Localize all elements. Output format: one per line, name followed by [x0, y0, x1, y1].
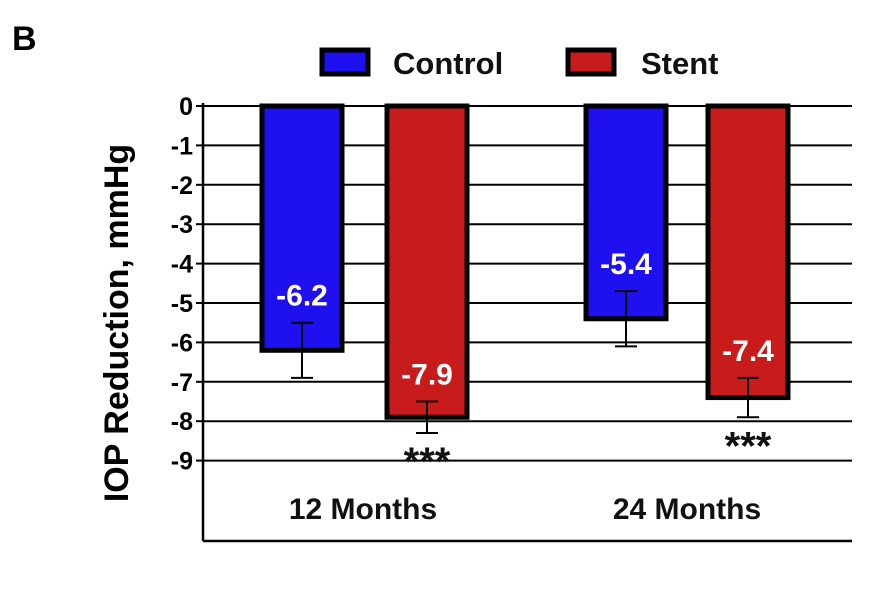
y-tick-label: -2: [171, 172, 193, 200]
significance-labels: *** ***: [404, 424, 772, 484]
y-axis-title: IOP Reduction, mmHg: [98, 144, 136, 502]
y-tick-label: -9: [171, 448, 193, 476]
panel-label: B: [12, 20, 37, 58]
bar-stent-1: [705, 103, 791, 401]
y-tick-label: -5: [171, 290, 193, 318]
category-label: 12 Months: [289, 493, 437, 526]
legend-swatch-control: [319, 47, 371, 77]
significance-marker: ***: [404, 440, 451, 484]
y-tick-label: -8: [171, 408, 193, 436]
bar-value-label: -7.4: [722, 335, 774, 368]
legend: Control Stent: [319, 46, 719, 81]
error-bars: [291, 290, 759, 435]
bar-control-0: [259, 103, 345, 353]
legend-label-stent: Stent: [641, 46, 719, 81]
legend-label-control: Control: [393, 46, 503, 81]
y-tick-label: -6: [171, 329, 193, 357]
category-labels: 12 Months 24 Months: [289, 493, 761, 526]
y-tick-label: -4: [171, 251, 193, 279]
y-tick-label: 0: [179, 93, 193, 121]
category-label: 24 Months: [613, 493, 761, 526]
y-tick-label: -3: [171, 211, 193, 239]
bars: [259, 103, 791, 420]
bar-value-label: -6.2: [276, 280, 328, 313]
bar-value-label: -5.4: [600, 248, 652, 281]
y-tick-label: -1: [171, 132, 193, 160]
legend-swatch-stent: [565, 47, 617, 77]
bar-control-1: [583, 103, 669, 322]
significance-marker: ***: [725, 424, 772, 468]
y-tick-label: -7: [171, 369, 193, 397]
y-tick-labels: 0 -1 -2 -3 -4 -5 -6 -7 -8 -9: [171, 93, 193, 476]
bar-value-label: -7.9: [401, 359, 453, 392]
bar-value-labels: -6.2 -5.4 -7.9 -7.4: [276, 248, 774, 391]
